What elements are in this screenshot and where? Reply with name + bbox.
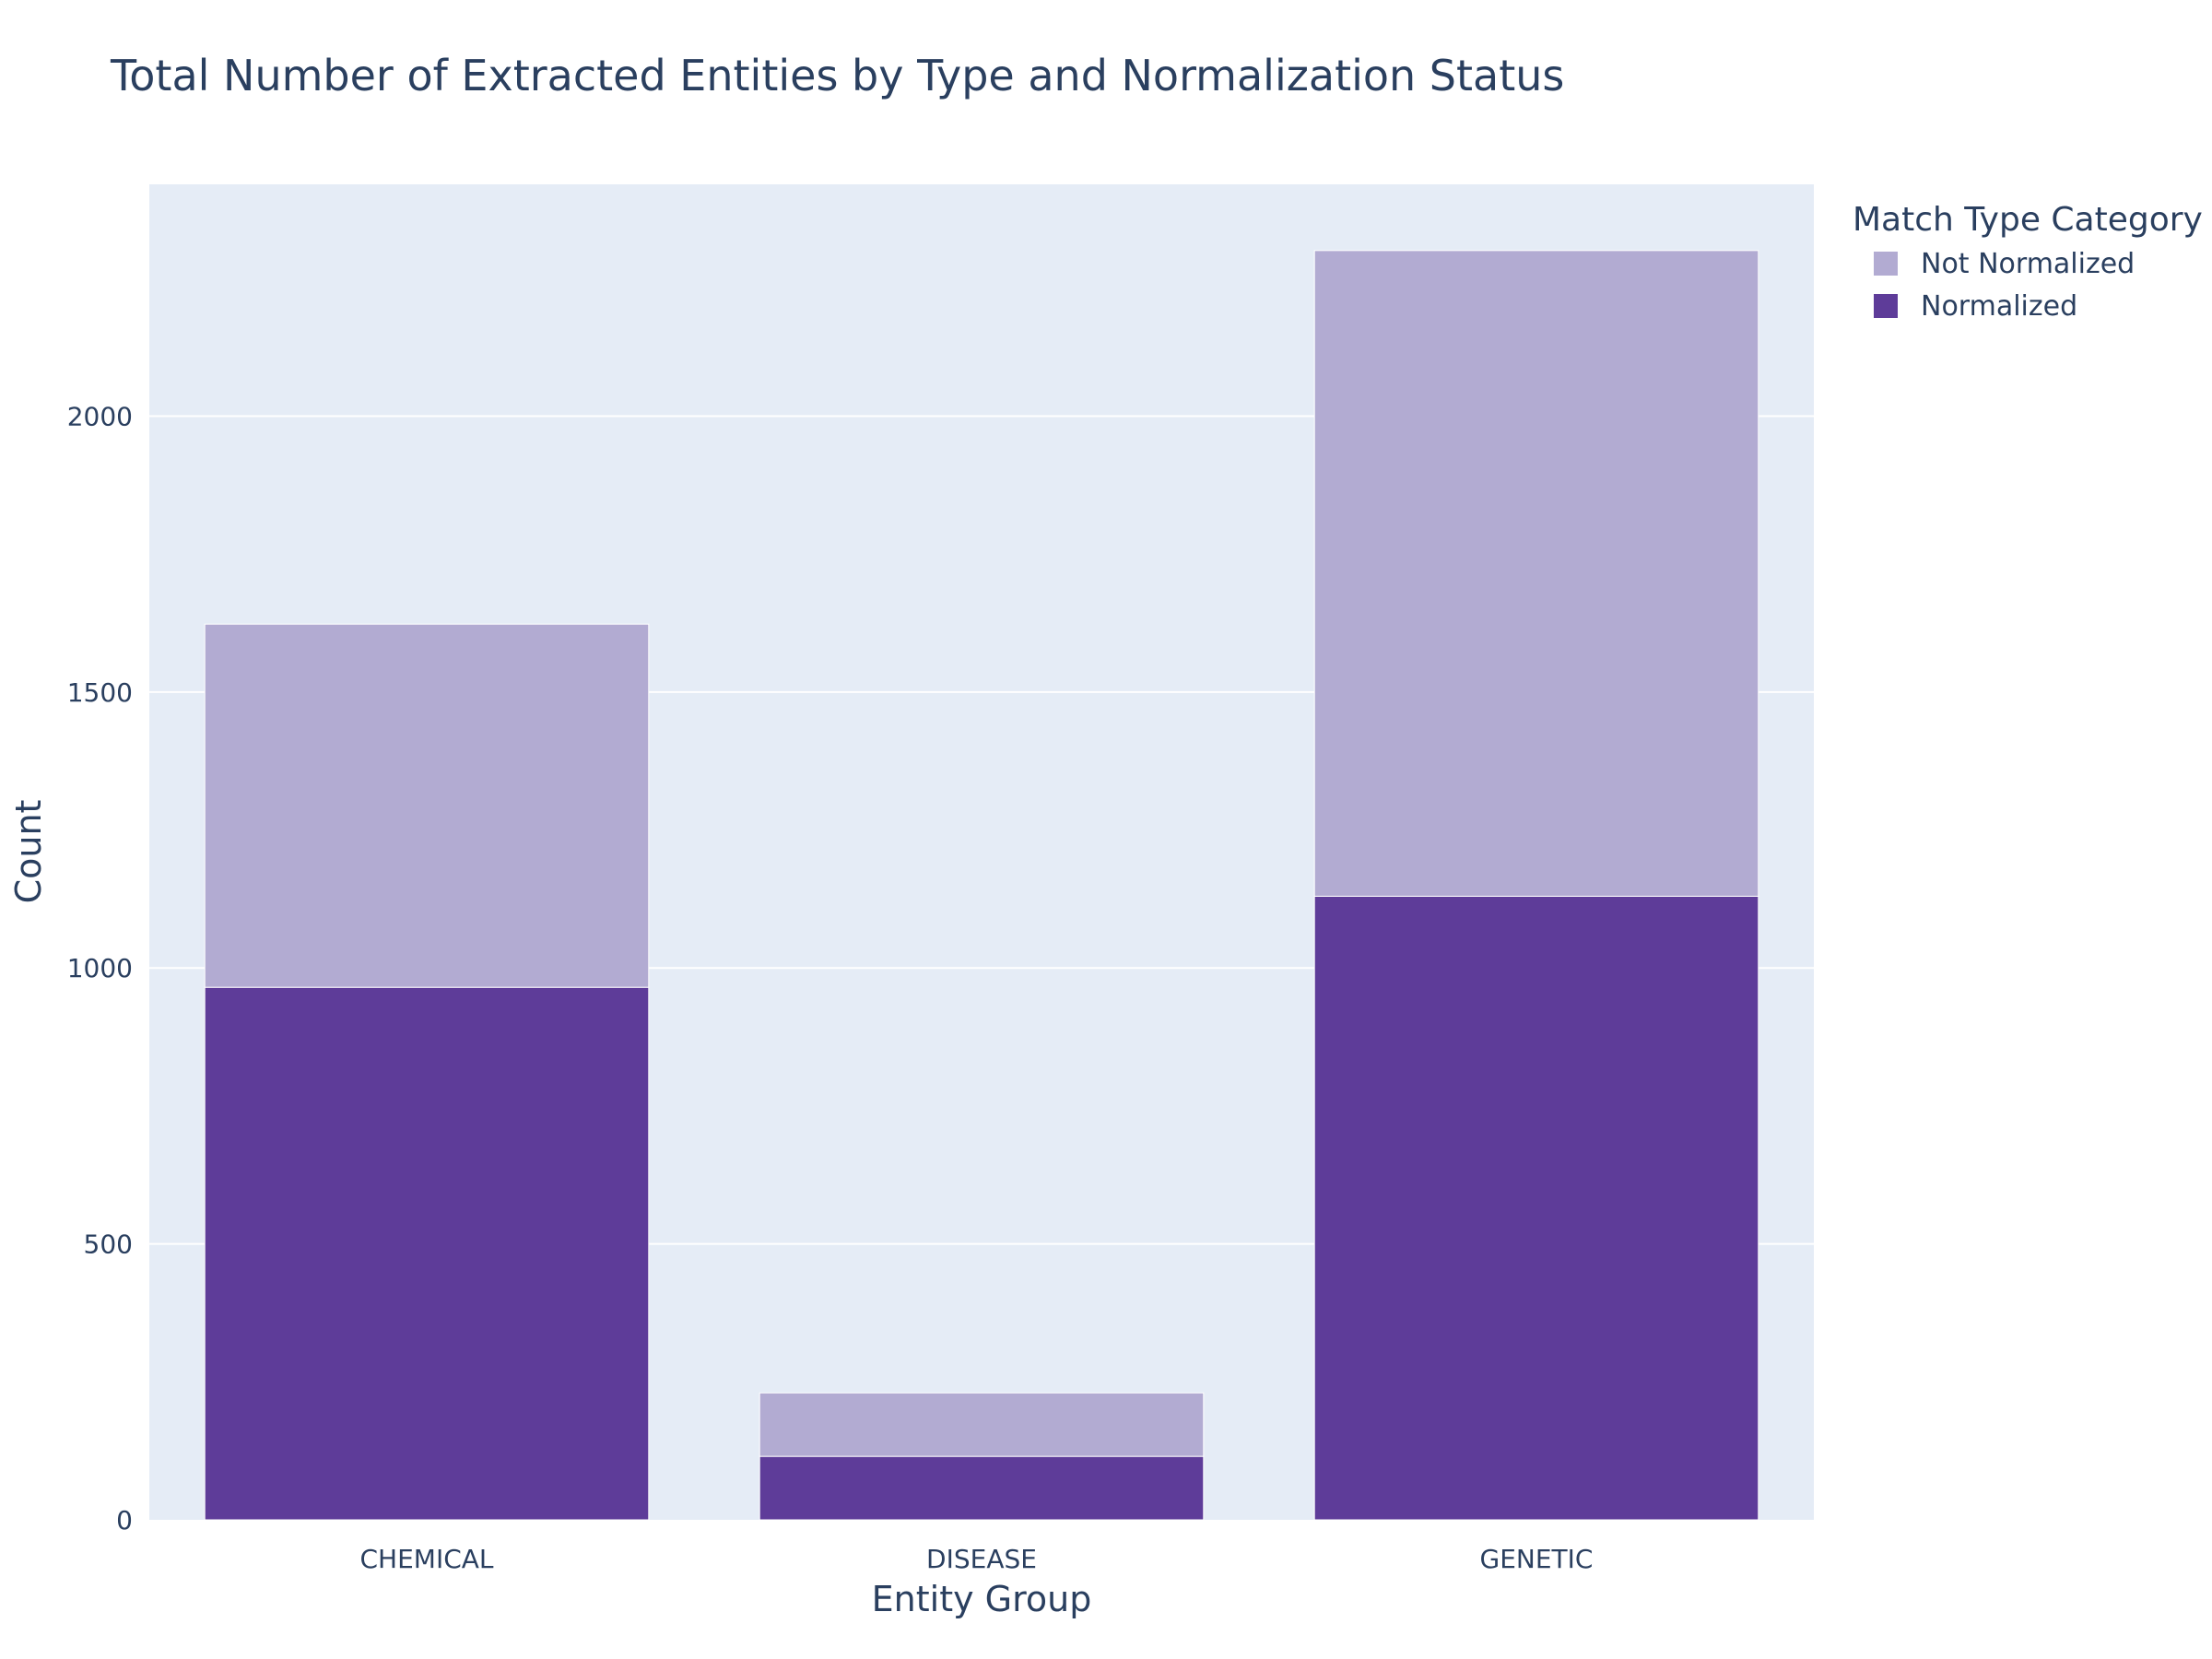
bar-genetic-not-normalized[interactable] xyxy=(1313,250,1759,897)
y-tick-label: 1000 xyxy=(67,953,133,983)
x-axis-title: Entity Group xyxy=(872,1579,1092,1619)
legend-swatch xyxy=(1874,294,1898,318)
y-axis-ticks: 0 500 1000 1500 2000 xyxy=(67,401,133,1535)
bar-chemical-normalized[interactable] xyxy=(204,986,650,1521)
legend-label: Not Normalized xyxy=(1921,248,2135,280)
y-tick-label: 2000 xyxy=(67,401,133,431)
x-axis-ticks: CHEMICAL DISEASE GENETIC xyxy=(359,1544,1593,1574)
bar-genetic-normalized[interactable] xyxy=(1313,895,1759,1521)
x-tick-label-chemical: CHEMICAL xyxy=(359,1544,493,1574)
bar-disease-not-normalized[interactable] xyxy=(759,1392,1205,1457)
x-tick-label-disease: DISEASE xyxy=(926,1544,1037,1574)
bar-disease-normalized[interactable] xyxy=(759,1455,1205,1521)
chart-title: Total Number of Extracted Entities by Ty… xyxy=(110,51,1564,100)
legend-item-not-normalized[interactable]: Not Normalized xyxy=(1874,248,2135,280)
bars xyxy=(204,250,1759,1521)
y-tick-label: 500 xyxy=(84,1230,133,1260)
y-tick-label: 1500 xyxy=(67,677,133,708)
bar-chemical-not-normalized[interactable] xyxy=(204,623,650,988)
y-tick-label: 0 xyxy=(116,1505,133,1535)
x-tick-label-genetic: GENETIC xyxy=(1480,1544,1594,1574)
legend-swatch xyxy=(1874,252,1898,276)
y-axis-title: Count xyxy=(8,800,49,904)
legend: Match Type Category Not Normalized Normal… xyxy=(1853,201,2203,323)
legend-item-normalized[interactable]: Normalized xyxy=(1874,290,2077,323)
legend-label: Normalized xyxy=(1921,290,2077,323)
legend-title: Match Type Category xyxy=(1853,201,2203,239)
